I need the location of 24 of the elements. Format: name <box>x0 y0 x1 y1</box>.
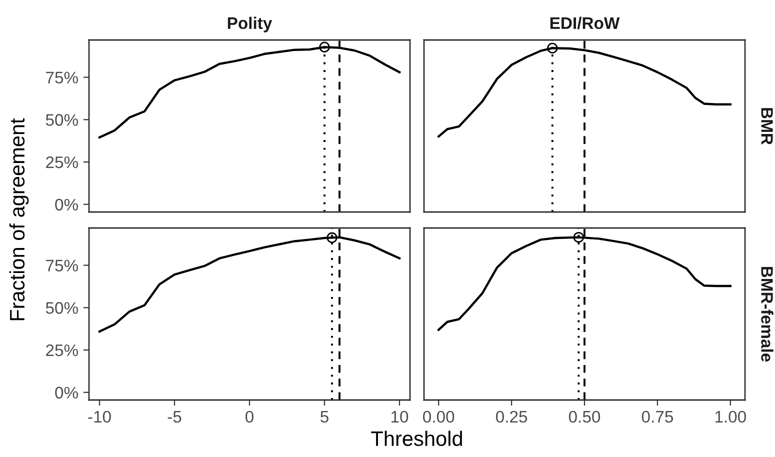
y-tick-label: 0% <box>55 198 78 211</box>
y-tick-label: 75% <box>46 72 78 84</box>
x-axis-title: Threshold <box>371 430 462 446</box>
x-tick-label: 0.00 <box>423 410 454 423</box>
x-tick-label: 0 <box>246 410 254 423</box>
x-tick-label: 0.50 <box>568 410 600 423</box>
y-tick-label: 25% <box>46 344 78 356</box>
y2-axis-title: BMR-female <box>761 266 774 362</box>
x-tick-label: 10 <box>392 410 408 423</box>
y-tick-label: 50% <box>46 114 78 126</box>
y2-axis-title: BMR <box>761 108 773 145</box>
x-tick-label: -10 <box>88 410 111 423</box>
y-tick-label: 0% <box>55 386 78 399</box>
x-tick-label: 0.25 <box>496 410 528 423</box>
y-tick-label: 25% <box>46 156 78 168</box>
x-tick-label: 0.75 <box>642 410 673 423</box>
x-tick-label: 1.00 <box>715 410 746 423</box>
chart-title: Polity <box>228 16 272 32</box>
x-tick-label: -5 <box>168 411 182 423</box>
y-axis-title: Fraction of agreement <box>9 118 29 320</box>
y-tick-label: 75% <box>46 260 78 272</box>
chart-title: EDI/RoW <box>550 16 620 30</box>
y-tick-label: 50% <box>46 302 78 314</box>
x-tick-label: 5 <box>320 411 328 423</box>
